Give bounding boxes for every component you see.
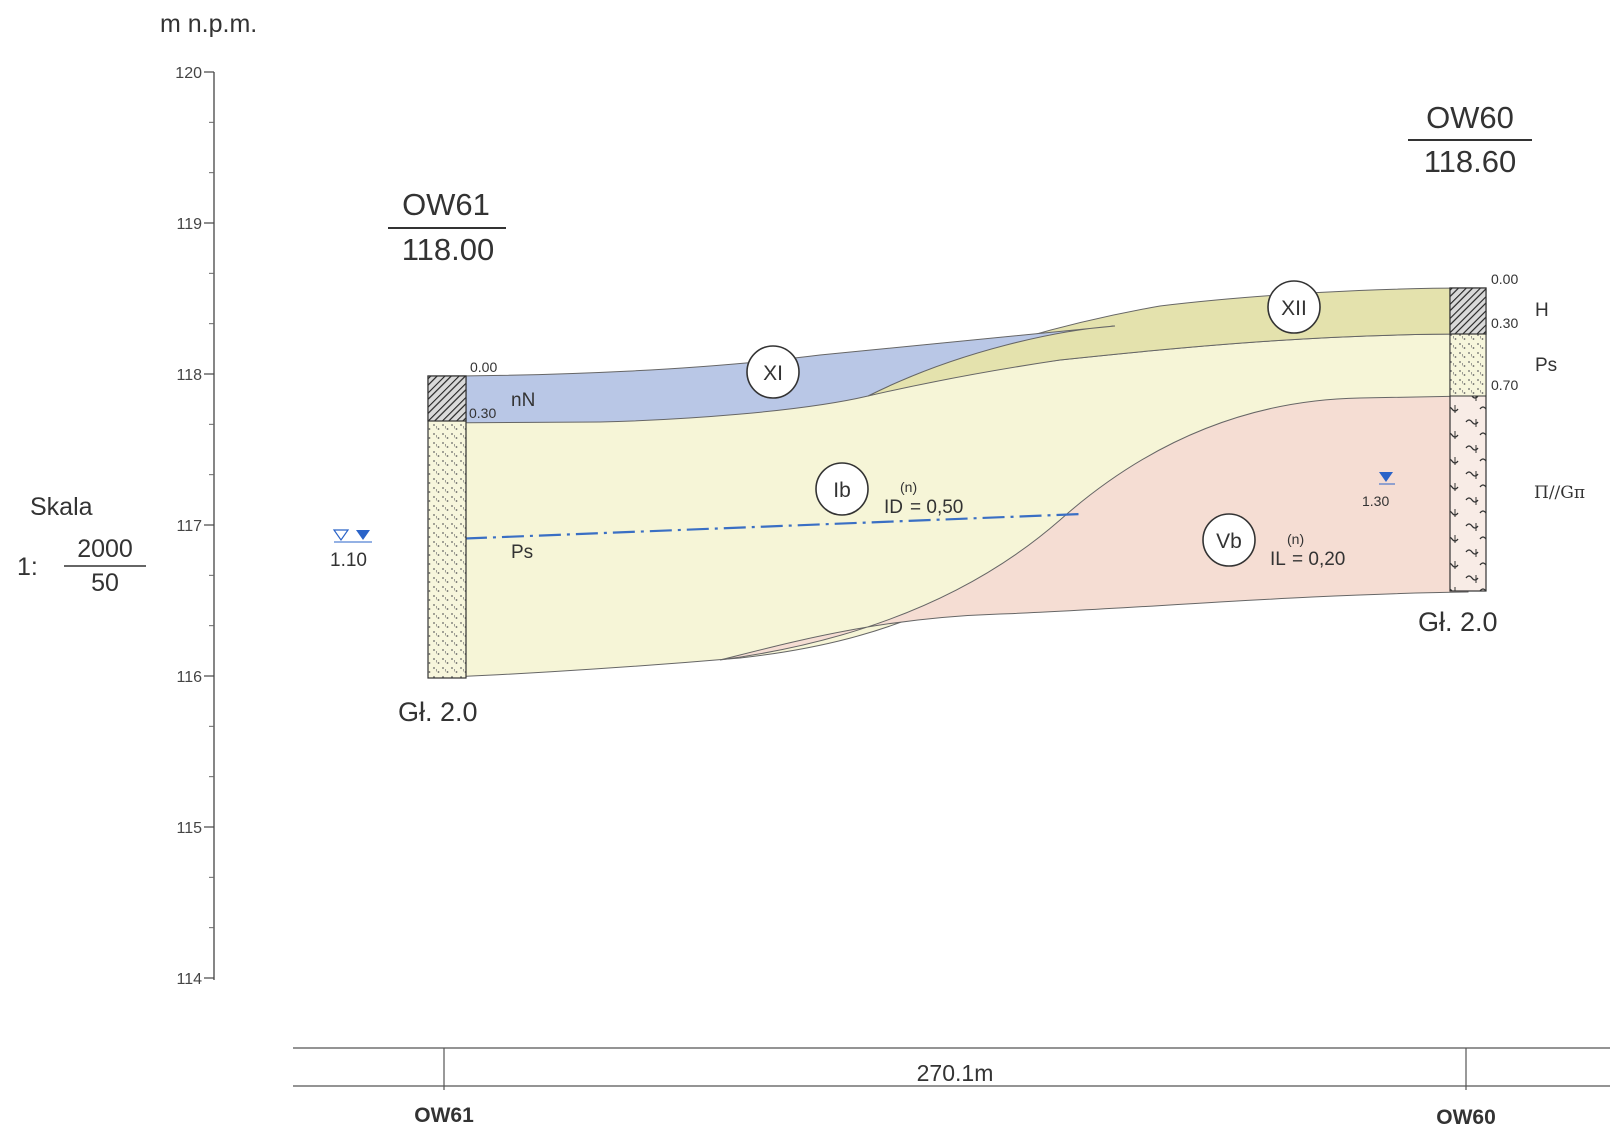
svg-text:XII: XII: [1281, 297, 1307, 320]
layer-id-Vb: Vb: [1202, 513, 1256, 567]
layer-id-Ib: Ib: [815, 462, 869, 516]
svg-text:= 0,20: = 0,20: [1292, 549, 1345, 570]
axis-tick-label: 117: [176, 518, 202, 535]
water-depth-label: 1.10: [330, 550, 367, 571]
depth-label: 0.70: [1491, 377, 1518, 393]
axis-tick-label: 116: [176, 669, 202, 686]
borehole-OW60: OW60 118.60 0.00 0.30 0.70 H Ps Π//Gπ Gł…: [1362, 100, 1585, 637]
axis-tick-label: 115: [176, 820, 202, 837]
final-depth-label: Gł. 2.0: [398, 697, 478, 727]
axis-tick-label: 120: [175, 65, 202, 82]
depth-label: 0.30: [1491, 315, 1518, 331]
water-level-marker: [332, 529, 372, 543]
depth-label: 0.00: [470, 359, 497, 375]
axis-unit-label: m n.p.m.: [160, 10, 257, 38]
distance-start-label: OW61: [414, 1104, 474, 1127]
svg-text:(n): (n): [900, 479, 917, 495]
axis-tick-label: 114: [176, 971, 202, 988]
soil-label: Π//Gπ: [1534, 483, 1585, 503]
borehole-elevation: 118.60: [1424, 144, 1517, 179]
scale-label: Skala: [30, 493, 93, 521]
borehole-name: OW60: [1426, 100, 1514, 135]
borehole-name: OW61: [402, 187, 490, 222]
elevation-axis: 120 119 118 117 116 115 114: [175, 65, 215, 988]
water-depth-label: 1.30: [1362, 493, 1389, 509]
soil-label: H: [1535, 300, 1549, 321]
borehole-elevation: 118.00: [402, 232, 495, 267]
soil-label: nN: [511, 390, 535, 411]
distance-label: 270.1m: [917, 1060, 994, 1086]
soil-label: Ps: [1535, 355, 1557, 376]
borehole-OW61: OW61 118.00 0.00 0.30 nN Ps Gł. 2.0 1.10: [330, 187, 535, 727]
scale-horizontal: 2000: [77, 535, 133, 563]
layers: [427, 287, 1469, 679]
depth-label: 0.00: [1491, 271, 1518, 287]
scale-prefix: 1:: [17, 553, 38, 581]
svg-text:ID: ID: [884, 497, 903, 518]
axis-tick-label: 118: [176, 367, 202, 384]
layer-param-Vb: (n) IL = 0,20: [1270, 531, 1345, 570]
water-level-marker: [1379, 472, 1395, 485]
depth-label: 0.30: [469, 405, 496, 421]
final-depth-label: Gł. 2.0: [1418, 607, 1498, 637]
layer-id-XII: XII: [1267, 280, 1321, 334]
axis-tick-label: 119: [176, 216, 202, 233]
svg-text:= 0,50: = 0,50: [910, 497, 963, 518]
soil-label: Ps: [511, 542, 533, 563]
svg-text:XI: XI: [763, 362, 783, 385]
distance-end-label: OW60: [1436, 1106, 1496, 1129]
scale-vertical: 50: [91, 569, 119, 597]
svg-text:Ib: Ib: [833, 479, 851, 502]
layer-param-Ib: (n) ID = 0,50: [884, 479, 963, 518]
distance-scale: 270.1m OW61 OW60: [293, 1047, 1610, 1129]
svg-text:Vb: Vb: [1216, 530, 1242, 553]
svg-text:IL: IL: [1270, 549, 1286, 570]
svg-text:(n): (n): [1287, 531, 1304, 547]
layer-id-XI: XI: [746, 345, 800, 399]
